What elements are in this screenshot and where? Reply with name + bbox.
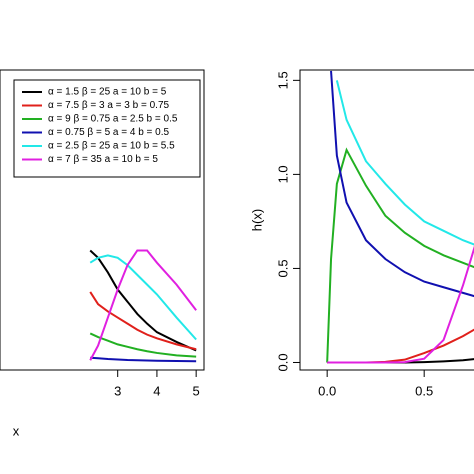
y-tick-label: 0.0 xyxy=(275,353,290,371)
series-line xyxy=(326,147,474,363)
x-axis-label: x xyxy=(13,423,20,438)
series-line xyxy=(327,328,474,364)
plot-frame xyxy=(299,69,474,371)
legend-box xyxy=(13,79,201,178)
legend: α = 1.5 β = 25 a = 10 b = 5 α = 7.5 β = 3… xyxy=(13,79,201,178)
series-line xyxy=(89,332,197,358)
x-tick-label: 5 xyxy=(193,383,200,398)
series-line xyxy=(89,254,197,341)
legend-label: α = 9 β = 0.75 a = 2.5 b = 0.5 xyxy=(48,114,178,125)
legend-label: α = 7.5 β = 3 a = 3 b = 0.75 xyxy=(48,100,170,111)
series-line xyxy=(89,249,197,352)
series-line xyxy=(330,70,474,298)
x-tick-label: 3 xyxy=(114,383,121,398)
x-tick-label: 0.5 xyxy=(415,383,433,398)
legend-label: α = 7 β = 35 a = 10 b = 5 xyxy=(48,154,158,165)
y-tick-label: 1.0 xyxy=(275,165,290,183)
plot-lines xyxy=(326,70,474,364)
series-line xyxy=(89,291,197,351)
x-tick-label: 4 xyxy=(153,383,160,398)
series-line xyxy=(90,356,197,363)
legend-label: α = 1.5 β = 25 a = 10 b = 5 xyxy=(48,87,167,98)
legend-label: α = 2.5 β = 25 a = 10 b = 5.5 xyxy=(48,141,175,152)
series-line xyxy=(327,245,474,364)
y-axis-label: h(x) xyxy=(249,209,264,231)
y-tick-label: 0.5 xyxy=(275,259,290,277)
series-line xyxy=(335,80,474,246)
y-tick-label: 1.5 xyxy=(275,71,290,89)
series-line xyxy=(327,358,474,364)
plot-lines xyxy=(89,249,197,363)
x-tick-label: 0.0 xyxy=(318,383,336,398)
legend-label: α = 0.75 β = 5 a = 4 b = 0.5 xyxy=(48,127,170,138)
series-line xyxy=(89,249,197,361)
plot-frame xyxy=(0,69,205,371)
